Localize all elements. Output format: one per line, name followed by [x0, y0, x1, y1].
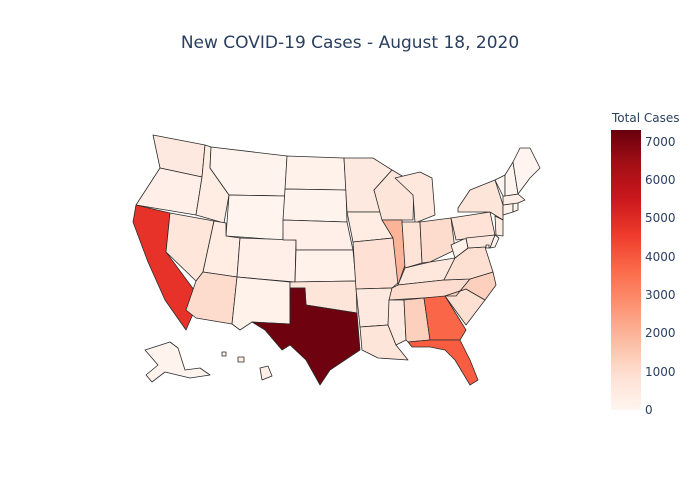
state-ND[interactable]	[284, 155, 347, 191]
state-ME[interactable]	[512, 147, 541, 195]
state-NJ[interactable]	[494, 215, 504, 237]
colorbar-tick-label: 4000	[645, 249, 676, 264]
state-WY[interactable]	[225, 194, 286, 241]
state-FL[interactable]	[407, 339, 479, 386]
state-IN[interactable]	[401, 221, 423, 269]
colorbar-tick-label: 5000	[645, 211, 676, 226]
state-AR[interactable]	[355, 287, 393, 328]
state-MI[interactable]	[394, 171, 436, 224]
state-OH[interactable]	[419, 217, 456, 264]
state-CO[interactable]	[236, 237, 297, 283]
state-HI[interactable]	[221, 351, 273, 381]
colorbar	[611, 130, 641, 410]
state-GA[interactable]	[423, 295, 467, 341]
state-DE[interactable]	[489, 234, 500, 249]
state-AZ[interactable]	[185, 271, 238, 325]
state-IL[interactable]	[381, 219, 406, 286]
colorbar-title: Total Cases	[612, 111, 680, 125]
state-TX[interactable]	[251, 287, 361, 386]
colorbar-tick-label: 0	[645, 403, 653, 417]
colorbar-tick-label: 6000	[645, 172, 676, 187]
state-MS[interactable]	[387, 299, 407, 346]
state-RI[interactable]	[512, 202, 519, 213]
state-SD[interactable]	[282, 188, 348, 223]
state-NM[interactable]	[231, 276, 291, 331]
states-layer	[132, 134, 541, 386]
colorbar-tick-label: 2000	[645, 326, 676, 341]
state-AK[interactable]	[144, 341, 211, 383]
colorbar-tick-label: 7000	[645, 134, 676, 149]
state-KS[interactable]	[294, 249, 357, 283]
colorbar-tick-label: 3000	[645, 287, 676, 302]
chart-title: New COVID-19 Cases - August 18, 2020	[180, 33, 520, 53]
colorbar-tick-label: 1000	[645, 364, 676, 379]
state-DC[interactable]	[485, 244, 490, 249]
